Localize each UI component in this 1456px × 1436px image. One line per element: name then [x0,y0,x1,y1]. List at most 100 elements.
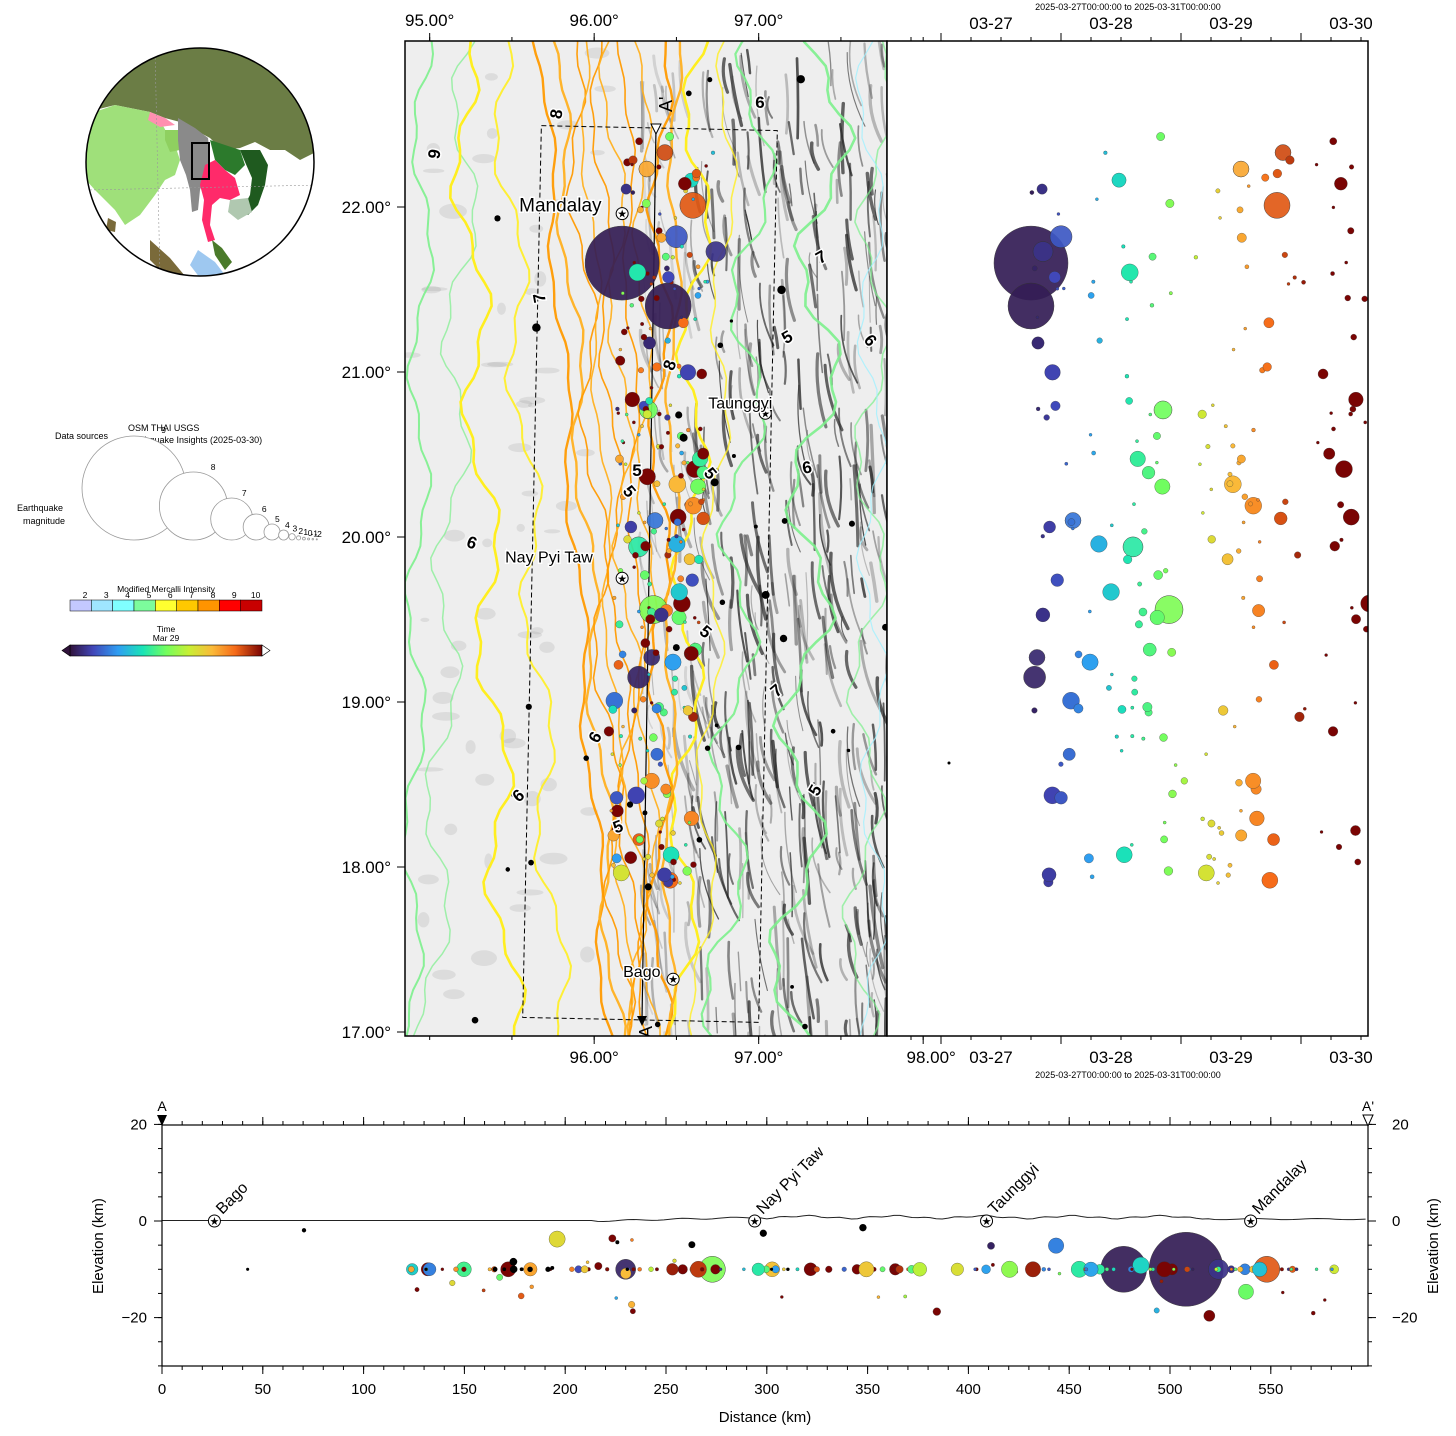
map-aftershock [703,280,707,284]
relief-hill [431,712,460,721]
relief-ridge [786,200,798,232]
relief-ridge [862,733,878,776]
relief-hill [486,128,498,139]
map-lat-label: 18.00° [342,858,391,877]
timeline-aftershock [1269,660,1279,670]
xs-aftershock [718,1267,723,1271]
map-background-event [710,478,719,487]
map-aftershock [678,472,684,479]
relief-ridge [717,857,741,922]
relief-ridge [877,536,887,586]
xs-background-event [509,1257,518,1266]
relief-ridge [744,323,754,368]
relief-ridge [875,296,878,325]
relief-ridge [701,71,714,139]
map-aftershock [662,252,670,261]
map-aftershock [690,861,697,868]
timeline-aftershock [1344,294,1351,302]
relief-ridge [774,753,783,814]
map-earthquake [646,512,664,529]
xs-y-axis-label-left: Elevation (km) [90,1198,107,1294]
map-aftershock [642,409,652,419]
map-aftershock [608,705,618,714]
mmi-color-swatch [240,599,263,612]
timeline-aftershock [1201,511,1205,515]
timeline-aftershock [1141,466,1156,480]
time-bottom-label: 03-30 [1329,1048,1372,1067]
relief-ridge [684,921,702,984]
timeline-aftershock [1286,282,1291,286]
map-background-event [525,703,532,710]
relief-ridge [811,837,831,894]
relief-ridge [746,131,750,170]
relief-ridge [782,350,787,385]
timeline-aftershock [1396,862,1402,868]
timeline-aftershock [1371,329,1377,335]
relief-ridge [782,977,796,1033]
legend: Data sources OSM THAI USGS Earthquake In… [17,423,322,657]
timeline-aftershock [1197,409,1207,419]
relief-ridge [766,96,774,119]
timeline-aftershock [1394,528,1397,531]
relief-ridge [768,794,773,824]
magnitude-legend-label: 7 [242,488,247,498]
xs-aftershock [481,1288,486,1293]
relief-ridge [757,116,767,194]
relief-ridge [710,188,716,240]
map-aftershock [650,747,664,761]
xs-aftershock [1329,1264,1339,1274]
timeline-range-bottom: 2025-03-27T00:00:00 to 2025-03-31T00:00:… [1035,1070,1221,1080]
map-aftershock [664,337,671,344]
relief-ridge [658,446,669,473]
map-aftershock [670,583,688,601]
map-lat-label: 19.00° [342,693,391,712]
timeline-aftershock [1227,471,1233,477]
relief-ridge [836,343,851,382]
map-aftershock [662,271,675,284]
map-aftershock [638,736,643,741]
map-aftershock [664,265,670,272]
map-aftershock [697,447,709,460]
map-aftershock [696,511,710,526]
mmi-contour [405,41,436,1036]
map-aftershock [632,565,636,569]
relief-ridge [660,85,673,124]
relief-ridge [812,203,819,239]
xs-aftershock [461,1266,467,1272]
relief-ridge [816,464,831,529]
map-aftershock [640,570,650,580]
map-background-event [714,723,719,728]
map-aftershock [697,286,701,291]
timeline-aftershock [1193,255,1198,260]
timeline-aftershock [1344,260,1348,265]
mmi-tick-label: 6 [168,590,173,600]
timeline-aftershock [1135,439,1139,443]
timeline-aftershock [1062,286,1066,291]
timeline-aftershock [1399,159,1406,166]
relief-ridge [731,118,736,166]
timeline-aftershock [1074,650,1083,659]
map-aftershock [640,638,651,648]
xs-background-event [688,1241,696,1249]
relief-ridge [747,699,751,785]
mmi-tick-label: 9 [232,590,237,600]
relief-ridge [797,604,815,661]
xs-aftershock [1184,1266,1191,1273]
timeline-axes: 03-27 03-27 03-28 03-28 03-29 03-29 03-30 03-30 [910,14,1373,1067]
relief-hill [475,607,496,620]
relief-ridge [818,943,829,982]
xs-aftershock [903,1294,908,1299]
relief-ridge [831,69,837,100]
timeline-aftershock [1395,326,1398,329]
timeline-aftershock [1124,374,1130,379]
relief-ridge [780,165,795,222]
map-background-event [654,1021,661,1028]
relief-ridge [833,418,840,447]
mmi-color-swatch [197,599,220,612]
relief-ridge [722,214,733,257]
timeline-aftershock [1050,573,1064,587]
relief-ridge [785,499,793,546]
relief-ridge [827,41,832,87]
legend-magnitude-label-2: magnitude [23,516,65,526]
timeline-aftershock [1354,858,1361,866]
